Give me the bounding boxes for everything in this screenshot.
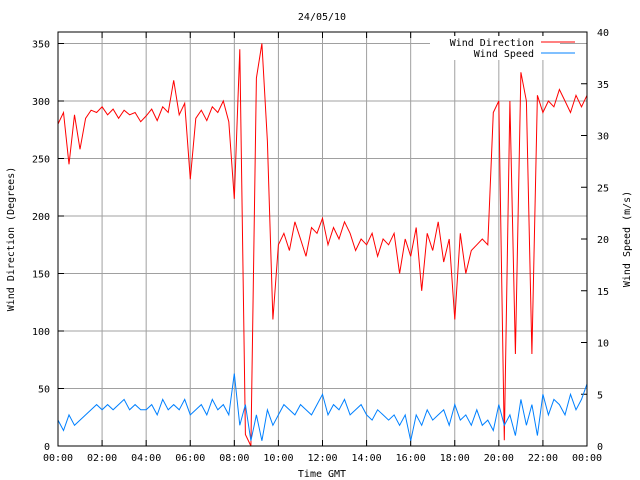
y2-tick-label: 10	[597, 339, 609, 350]
x-tick-label: 20:00	[484, 453, 514, 464]
wind-direction-line	[57, 43, 588, 447]
legend-label-direction: Wind Direction	[450, 38, 534, 49]
plot-frame	[57, 31, 588, 447]
y2-tick-label: 35	[597, 80, 609, 91]
y2-tick-label: 15	[597, 287, 609, 298]
legend-label-speed: Wind Speed	[474, 49, 534, 60]
x-tick-label: 06:00	[175, 453, 205, 464]
wind-speed-line	[57, 373, 588, 441]
legend: Wind Direction Wind Speed	[430, 36, 575, 60]
grid	[58, 32, 587, 446]
y2-tick-label: 25	[597, 183, 609, 194]
x-tick-label: 18:00	[440, 453, 470, 464]
x-tick-label: 12:00	[307, 453, 337, 464]
x-tick-label: 16:00	[396, 453, 426, 464]
y-tick-label: 0	[44, 442, 50, 453]
y-tick-label: 50	[38, 385, 50, 396]
chart-title: 24/05/10	[298, 12, 346, 23]
y-tick-label: 200	[32, 212, 50, 223]
x-tick-label: 00:00	[572, 453, 602, 464]
x-tick-label: 02:00	[87, 453, 117, 464]
series-lines	[57, 43, 588, 447]
y2-tick-label: 40	[597, 28, 609, 39]
y-tick-label: 250	[32, 155, 50, 166]
x-axis-label: Time GMT	[298, 469, 346, 480]
y2-axis-label: Wind Speed (m/s)	[622, 191, 633, 287]
y-axis-label: Wind Direction (Degrees)	[6, 167, 17, 312]
x-tick-label: 14:00	[352, 453, 382, 464]
x-tick-label: 10:00	[263, 453, 293, 464]
x-tick-label: 08:00	[219, 453, 249, 464]
axis-ticks: 00:00 02:00 04:00 06:00 08:00 10:00 12:00 14:00…	[32, 28, 609, 464]
y2-tick-label: 20	[597, 235, 609, 246]
x-tick-label: 04:00	[131, 453, 161, 464]
y2-tick-label: 0	[597, 442, 603, 453]
y-tick-label: 350	[32, 40, 50, 51]
y-tick-label: 300	[32, 97, 50, 108]
x-tick-label: 22:00	[528, 453, 558, 464]
y-tick-label: 100	[32, 327, 50, 338]
y-tick-label: 150	[32, 270, 50, 281]
x-tick-label: 00:00	[43, 453, 73, 464]
y2-tick-label: 5	[597, 390, 603, 401]
y2-tick-label: 30	[597, 132, 609, 143]
